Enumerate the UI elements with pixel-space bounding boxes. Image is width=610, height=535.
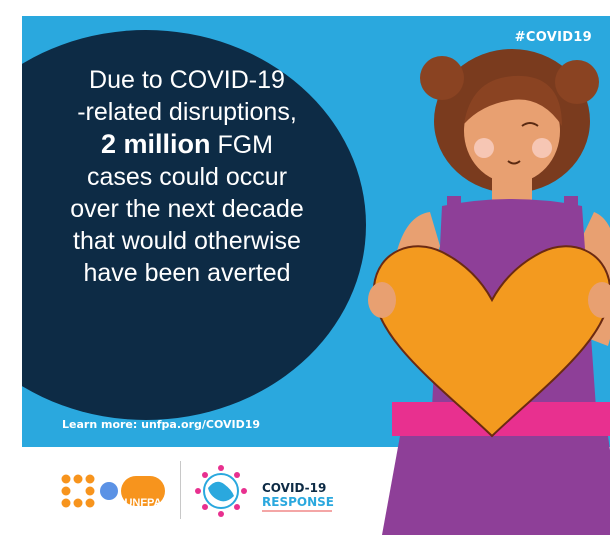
girl-holding-heart-illustration bbox=[368, 49, 610, 535]
hand-left bbox=[368, 282, 396, 318]
unfpa-wordmark: UNFPA bbox=[124, 497, 162, 509]
mouth bbox=[507, 160, 521, 165]
message-line-4: cases could occur bbox=[86, 163, 288, 191]
message-line-5: over the next decade bbox=[70, 195, 304, 223]
covid-response-globe-icon bbox=[195, 465, 247, 517]
hair-fringe bbox=[464, 75, 562, 126]
hair-bun-left bbox=[420, 56, 464, 100]
fgm-message: Due to COVID-19 -related disruptions, 2 … bbox=[22, 64, 352, 289]
cheek-right bbox=[532, 138, 552, 158]
dress-skirt bbox=[382, 436, 610, 535]
unfpa-logo bbox=[61, 474, 165, 508]
un-emblem-icon bbox=[100, 482, 118, 500]
learn-more-link[interactable]: Learn more: unfpa.org/COVID19 bbox=[62, 418, 261, 431]
hand-right bbox=[588, 282, 610, 318]
dress-strap-right bbox=[564, 196, 578, 226]
message-bubble bbox=[22, 30, 366, 420]
dress-strap-left bbox=[447, 196, 461, 226]
unfpa-wordmark-box bbox=[121, 476, 165, 506]
infographic-card: Due to COVID-19 -related disruptions, 2 … bbox=[22, 16, 610, 535]
logo-divider bbox=[180, 461, 181, 519]
covid-response-title: COVID-19 bbox=[262, 481, 327, 495]
message-line-2: -related disruptions, bbox=[77, 98, 297, 126]
covid-response-subtitle: RESPONSE bbox=[262, 495, 334, 509]
eye-right bbox=[521, 122, 539, 127]
unfpa-dots-icon bbox=[61, 474, 95, 508]
message-line-7: have been averted bbox=[83, 259, 291, 287]
message-emphasis: 2 million bbox=[100, 129, 211, 159]
hashtag-label: #COVID19 bbox=[514, 30, 592, 45]
message-line-3: 2 million FGM bbox=[22, 128, 352, 161]
message-line-6: that would otherwise bbox=[73, 227, 301, 255]
cheek-left bbox=[474, 138, 494, 158]
message-line-3-rest: FGM bbox=[210, 131, 274, 159]
message-line-1: Due to COVID-19 bbox=[89, 66, 285, 94]
hair-bun-right bbox=[555, 60, 599, 104]
covid-response-tagline-bar bbox=[262, 510, 332, 512]
